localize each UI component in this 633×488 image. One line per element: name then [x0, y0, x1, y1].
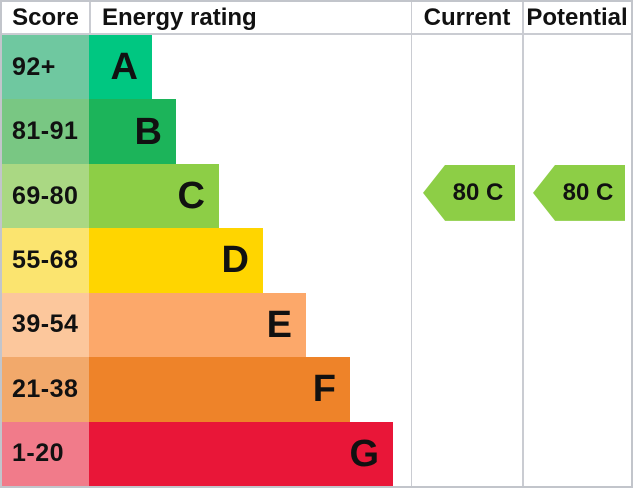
- band-letter: F: [312, 368, 336, 411]
- current-rating-label: 80 C: [452, 178, 504, 206]
- score-column-divider: [89, 2, 91, 35]
- band-row: 39-54 E: [2, 292, 631, 358]
- potential-column-divider: [522, 2, 524, 486]
- band-row: 81-91 B: [2, 99, 631, 164]
- band-rows: 92+ A 81-91 B 69-80 C 55-68 D 39-54 E 21…: [2, 35, 631, 486]
- current-rating-arrow: 80 C: [423, 164, 515, 221]
- current-column-header: Current: [423, 4, 511, 31]
- band-score-range: 55-68: [2, 228, 89, 293]
- band-score-range: 69-80: [2, 163, 89, 229]
- band-bar: E: [89, 292, 306, 358]
- band-bar: A: [89, 35, 152, 100]
- band-letter: G: [349, 432, 379, 475]
- band-bar: G: [89, 421, 393, 486]
- potential-rating-label: 80 C: [562, 178, 614, 206]
- energy-rating-column-header: Energy rating: [102, 4, 257, 31]
- current-column-divider: [410, 2, 412, 486]
- band-score-range: 81-91: [2, 99, 89, 164]
- band-score-range: 1-20: [2, 421, 89, 486]
- table-header: Score Energy rating Current Potential: [2, 2, 631, 35]
- potential-column-header: Potential: [526, 4, 628, 31]
- score-column-header: Score: [12, 4, 79, 31]
- band-row: 21-38 F: [2, 357, 631, 422]
- band-row: 69-80 C: [2, 163, 631, 229]
- band-letter: C: [177, 175, 205, 218]
- band-row: 1-20 G: [2, 421, 631, 486]
- potential-rating-arrow: 80 C: [533, 164, 625, 221]
- band-bar: F: [89, 357, 350, 422]
- band-score-range: 92+: [2, 35, 89, 100]
- band-row: 55-68 D: [2, 228, 631, 293]
- band-score-range: 21-38: [2, 357, 89, 422]
- band-letter: A: [110, 46, 138, 89]
- band-letter: B: [134, 110, 162, 153]
- band-bar: D: [89, 228, 263, 293]
- band-score-range: 39-54: [2, 292, 89, 358]
- band-row: 92+ A: [2, 35, 631, 100]
- band-bar: B: [89, 99, 176, 164]
- band-bar: C: [89, 163, 219, 229]
- band-letter: E: [266, 303, 292, 346]
- band-letter: D: [221, 239, 249, 282]
